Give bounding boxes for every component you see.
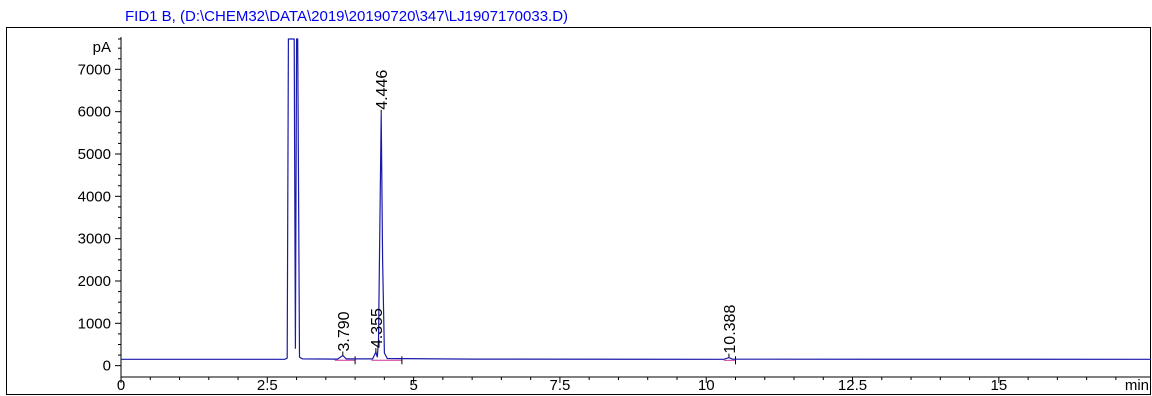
x-tick-label: 0 [117, 377, 125, 394]
x-tick-label: 7.5 [549, 377, 570, 394]
plot-frame [6, 27, 1151, 395]
signal-trace [121, 38, 1152, 360]
y-tick-label: 5000 [78, 146, 111, 163]
peak-label: 4.446 [374, 70, 391, 110]
x-axis: 0 2.5 5 7.5 10 12.5 15 [117, 376, 1151, 394]
x-tick-label: 15 [990, 377, 1007, 394]
x-tick-label: 12.5 [838, 377, 867, 394]
peak-label: 4.355 [369, 308, 386, 348]
y-tick-label: 7000 [78, 61, 111, 78]
peak-label: 10.388 [722, 305, 739, 354]
x-tick-label: 2.5 [257, 377, 278, 394]
y-tick-label: 6000 [78, 104, 111, 121]
x-tick-label: 10 [698, 377, 715, 394]
x-tick-label: 5 [409, 377, 417, 394]
chart-title: FID1 B, (D:\CHEM32\DATA\2019\20190720\34… [125, 8, 568, 25]
peak-label: 3.790 [336, 311, 353, 351]
x-axis-unit-label: min [1125, 377, 1149, 394]
baseline-markers [334, 356, 736, 365]
y-axis: 0 1000 2000 3000 4000 5000 6000 7000 [78, 37, 122, 377]
y-tick-label: 1000 [78, 315, 111, 332]
y-axis-unit-label: pA [93, 39, 111, 56]
peak-labels: 3.790 4.355 4.446 10.388 [336, 70, 739, 358]
y-tick-label: 0 [103, 358, 111, 375]
y-tick-label: 3000 [78, 231, 111, 248]
y-tick-label: 4000 [78, 188, 111, 205]
y-tick-label: 2000 [78, 273, 111, 290]
